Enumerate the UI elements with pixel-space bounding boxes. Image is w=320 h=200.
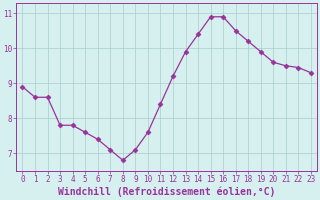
X-axis label: Windchill (Refroidissement éolien,°C): Windchill (Refroidissement éolien,°C) [58, 187, 276, 197]
